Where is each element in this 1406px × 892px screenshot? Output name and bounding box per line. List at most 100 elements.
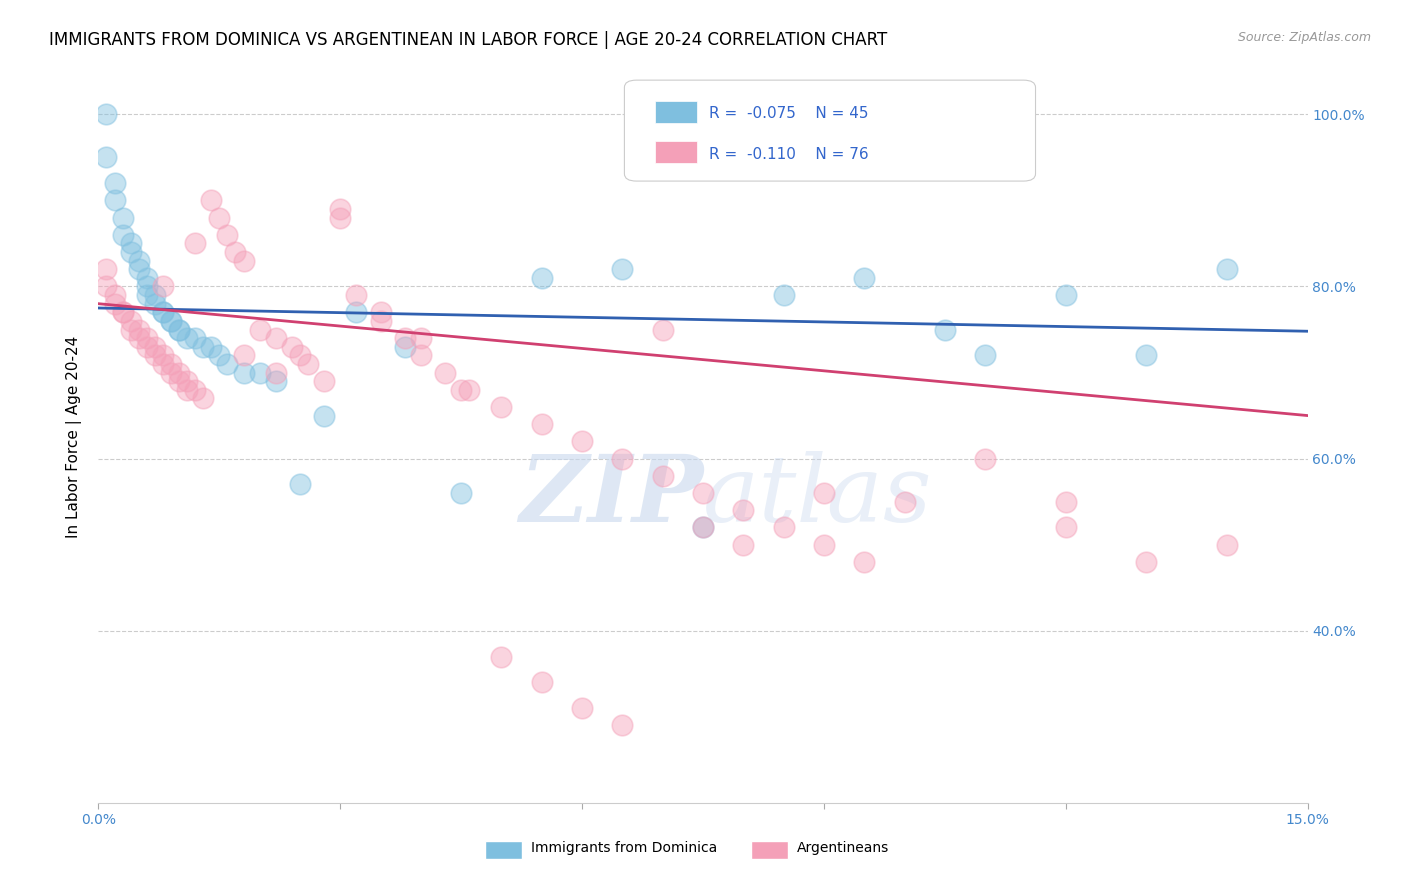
Point (853, 271, 876, 285)
Point (135, 331, 157, 345)
Point (813, 538, 835, 552)
Point (111, 305, 134, 319)
Point (344, 288, 367, 302)
Point (1054, 520, 1077, 534)
Point (176, 331, 198, 345)
Point (176, 374, 198, 388)
Point (103, 176, 125, 190)
Point (200, 340, 222, 354)
Point (974, 150, 997, 164)
Point (571, 701, 593, 715)
Point (135, 340, 157, 354)
Point (128, 322, 150, 336)
Point (394, 331, 416, 345)
Point (893, 107, 915, 121)
Point (934, 322, 956, 336)
Point (314, 374, 336, 388)
Point (96, 150, 118, 164)
Point (232, 366, 254, 380)
Point (434, 366, 457, 380)
Point (370, 305, 392, 319)
Point (160, 314, 183, 328)
Point (264, 366, 287, 380)
Point (692, 520, 714, 534)
Point (167, 322, 190, 336)
Point (184, 383, 207, 397)
Point (733, 503, 755, 517)
Point (692, 520, 714, 534)
FancyBboxPatch shape (624, 80, 1035, 181)
Text: atlas: atlas (703, 450, 932, 541)
Point (152, 348, 174, 362)
Point (813, 486, 835, 500)
Point (208, 348, 231, 362)
Point (329, 211, 352, 225)
Y-axis label: In Labor Force | Age 20-24: In Labor Force | Age 20-24 (66, 336, 83, 538)
Bar (485, 841, 522, 859)
Point (893, 494, 915, 508)
Point (135, 279, 157, 293)
Point (458, 383, 481, 397)
Point (692, 486, 714, 500)
Point (128, 262, 150, 277)
Point (314, 409, 336, 423)
Point (120, 236, 142, 251)
Point (530, 417, 553, 432)
Point (96, 107, 118, 121)
Point (651, 468, 673, 483)
Point (1216, 538, 1239, 552)
Point (491, 400, 513, 414)
Point (96, 279, 118, 293)
Point (160, 357, 183, 371)
Point (772, 520, 794, 534)
Point (128, 253, 150, 268)
Bar (655, 101, 697, 122)
Point (772, 288, 794, 302)
Point (217, 227, 239, 242)
Point (232, 253, 254, 268)
Point (288, 348, 311, 362)
Point (160, 366, 183, 380)
Point (111, 305, 134, 319)
Point (152, 305, 174, 319)
Point (152, 305, 174, 319)
Point (370, 314, 392, 328)
Point (200, 194, 222, 208)
Point (612, 718, 634, 732)
Point (853, 555, 876, 569)
Point (120, 245, 142, 260)
Point (1216, 262, 1239, 277)
Point (288, 477, 311, 491)
Point (224, 245, 246, 260)
Point (651, 322, 673, 336)
Point (103, 296, 125, 310)
Point (135, 271, 157, 285)
Point (184, 236, 207, 251)
Point (344, 305, 367, 319)
Point (974, 348, 997, 362)
Point (96, 262, 118, 277)
Point (143, 296, 166, 310)
Point (249, 366, 271, 380)
Point (152, 357, 174, 371)
Point (128, 331, 150, 345)
Point (160, 314, 183, 328)
Point (571, 434, 593, 449)
Point (409, 348, 432, 362)
Text: R =  -0.075    N = 45: R = -0.075 N = 45 (709, 105, 869, 120)
Point (232, 348, 254, 362)
Text: R =  -0.110    N = 76: R = -0.110 N = 76 (709, 146, 869, 161)
Point (530, 675, 553, 690)
Bar (655, 141, 697, 163)
Point (450, 486, 472, 500)
Point (120, 314, 142, 328)
Point (1054, 494, 1077, 508)
Point (264, 331, 287, 345)
Point (176, 383, 198, 397)
Point (120, 322, 142, 336)
Point (143, 288, 166, 302)
Text: Immigrants from Dominica: Immigrants from Dominica (531, 841, 717, 855)
Point (193, 392, 215, 406)
Point (103, 288, 125, 302)
Point (184, 331, 207, 345)
